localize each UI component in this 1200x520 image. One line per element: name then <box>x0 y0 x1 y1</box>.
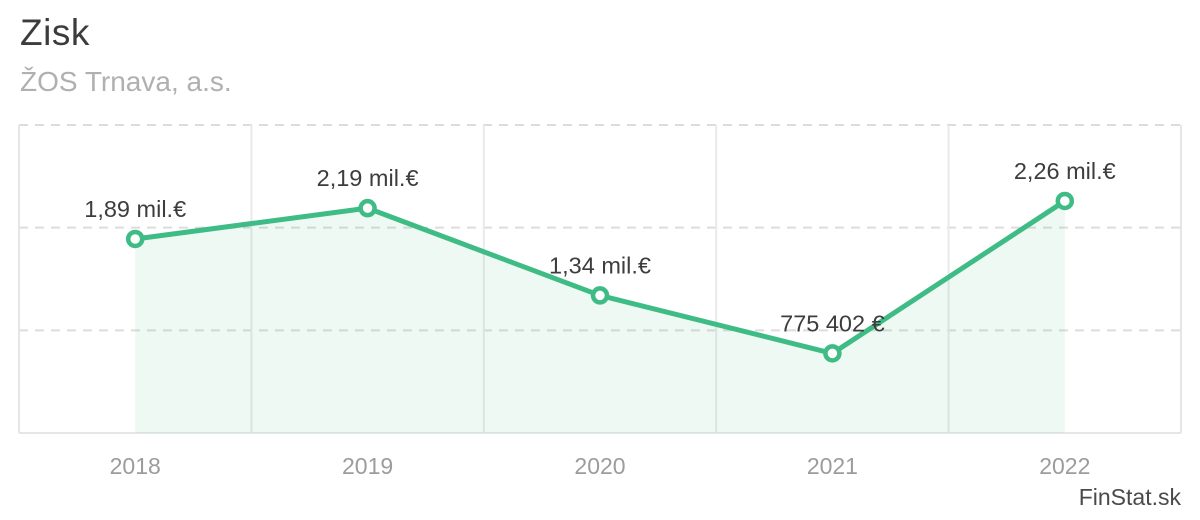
chart-title: Zisk <box>20 12 90 53</box>
chart-subtitle: ŽOS Trnava, a.s. <box>20 66 232 97</box>
x-tick-2019: 2019 <box>342 453 393 479</box>
data-point-2018[interactable] <box>125 229 145 249</box>
data-point-2020[interactable] <box>590 286 610 305</box>
x-tick-2020: 2020 <box>574 453 625 479</box>
area-fill <box>135 200 1065 433</box>
x-tick-2021: 2021 <box>807 453 858 479</box>
data-label-2021: 775 402 € <box>780 310 885 336</box>
data-point-2021[interactable] <box>823 344 842 363</box>
finstat-watermark: FinStat.sk <box>1078 484 1181 510</box>
data-label-2019: 2,19 mil.€ <box>317 165 419 191</box>
data-label-2020: 1,34 mil.€ <box>549 252 651 278</box>
x-tick-2022: 2022 <box>1039 453 1090 479</box>
data-point-2022[interactable] <box>1055 191 1075 211</box>
data-label-2018: 1,89 mil.€ <box>84 196 186 222</box>
data-point-2019[interactable] <box>358 198 377 218</box>
x-tick-2018: 2018 <box>110 453 161 479</box>
data-label-2022: 2,26 mil.€ <box>1014 158 1116 184</box>
